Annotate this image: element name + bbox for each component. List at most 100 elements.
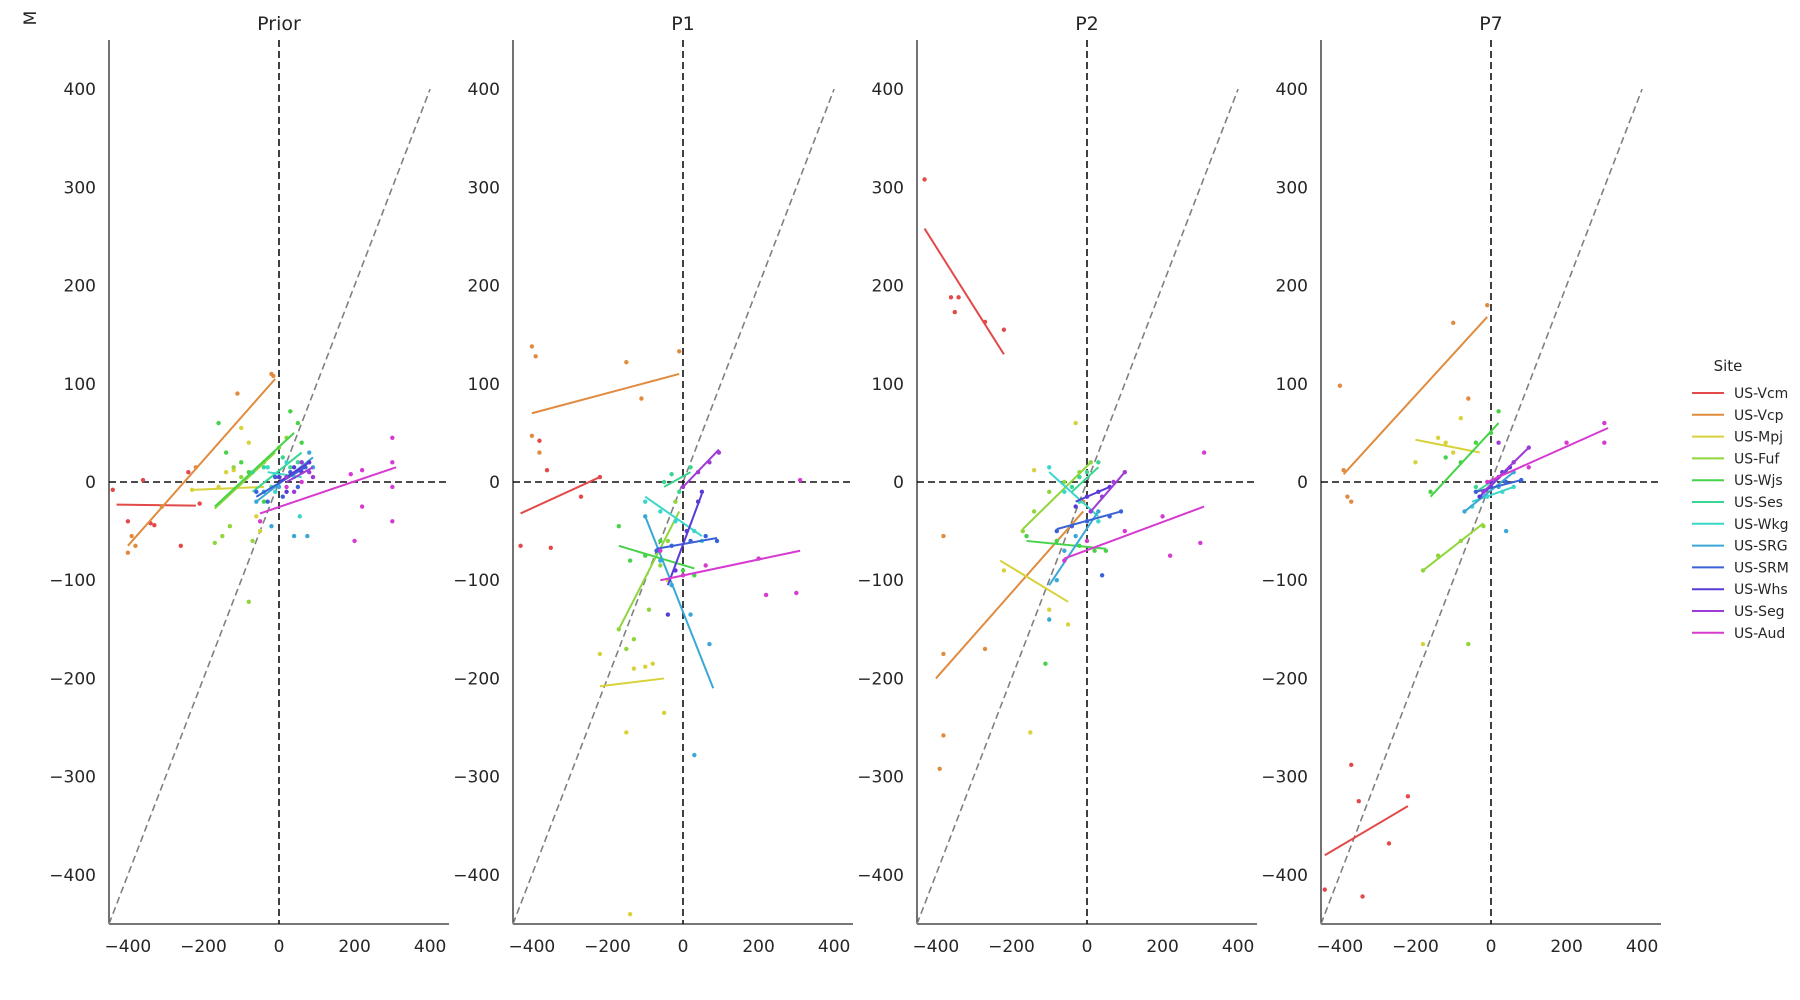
data-point: [1062, 548, 1067, 553]
y-tick-label: −200: [1261, 669, 1308, 689]
series-us-wjs: [616, 524, 697, 578]
identity-line: [916, 88, 1239, 925]
data-point: [284, 474, 289, 480]
series-us-wjs: [1428, 409, 1501, 498]
data-point: [273, 474, 278, 480]
y-tick-label: −100: [49, 571, 96, 591]
data-point: [1322, 887, 1327, 892]
legend-item: US-Vcp: [1692, 408, 1784, 424]
legend-item: US-Wjs: [1692, 473, 1783, 489]
data-point: [537, 450, 542, 455]
legend-label: US-Vcp: [1734, 408, 1784, 424]
data-point: [643, 664, 648, 669]
data-point: [1073, 420, 1078, 426]
series-us-srm: [254, 465, 308, 504]
legend-label: US-SRM: [1734, 560, 1789, 576]
data-point: [639, 396, 644, 401]
data-point: [1443, 440, 1448, 445]
data-point: [288, 409, 293, 414]
data-point: [212, 540, 217, 546]
y-tick-label: −100: [453, 571, 500, 591]
data-point: [680, 568, 686, 573]
y-tick-label: −200: [453, 669, 500, 689]
x-tick-label: 200: [338, 937, 370, 957]
panels: Prior −400 −300 −200 −100 0 100 200 300 400 −400 −2…: [49, 13, 1661, 957]
data-point: [125, 519, 131, 524]
series-us-wjs: [214, 409, 304, 508]
data-point: [1564, 440, 1569, 445]
data-point: [125, 550, 131, 555]
data-point: [624, 730, 629, 735]
series-us-vcm: [518, 438, 603, 551]
x-tick-label: 200: [742, 937, 774, 957]
series-us-ses: [1069, 460, 1101, 493]
regression-line: [1429, 422, 1500, 498]
x-tick-label: 0: [274, 937, 285, 957]
data-point: [1451, 450, 1456, 455]
data-point: [1054, 538, 1059, 544]
series-us-vcp: [935, 499, 1086, 772]
y-tick-label: 200: [64, 277, 96, 297]
data-point: [1047, 489, 1052, 495]
data-point: [631, 636, 637, 642]
data-point: [654, 548, 659, 553]
data-point: [624, 646, 629, 652]
data-point: [110, 487, 115, 493]
data-point: [299, 440, 304, 445]
data-point: [1084, 538, 1090, 544]
legend-item: US-Mpj: [1692, 430, 1783, 446]
series-us-seg: [1088, 469, 1127, 514]
series-us-vcp: [1337, 303, 1490, 504]
data-point: [703, 563, 708, 568]
data-point: [390, 519, 395, 524]
y-tick-label: 200: [468, 277, 500, 297]
data-point: [235, 391, 240, 396]
regression-line: [923, 228, 1005, 355]
data-point: [261, 465, 267, 470]
panel-prior: Prior −400 −300 −200 −100 0 100 200 300 400 −400 −2…: [49, 13, 449, 957]
panel-title: P2: [1075, 13, 1099, 35]
regression-line: [1022, 461, 1092, 530]
data-point: [1496, 440, 1501, 445]
legend-item: US-Fuf: [1692, 451, 1780, 467]
data-point: [257, 528, 263, 534]
data-point: [1069, 484, 1075, 490]
data-point: [1473, 484, 1479, 490]
legend-item: US-SRG: [1692, 539, 1788, 555]
series-us-mpj: [597, 578, 671, 917]
data-point: [922, 177, 927, 182]
data-point: [1031, 468, 1037, 473]
data-point: [390, 484, 395, 490]
y-tick-label: −400: [1261, 866, 1308, 886]
data-point: [239, 425, 244, 431]
y-tick-label: 200: [1276, 277, 1308, 297]
data-point: [246, 440, 251, 445]
y-tick-label: −100: [1261, 571, 1308, 591]
data-point: [1345, 494, 1350, 499]
data-point: [1062, 489, 1067, 495]
data-point: [1356, 799, 1361, 804]
y-tick-label: −300: [453, 768, 500, 788]
data-point: [390, 435, 395, 440]
regression-line: [1324, 805, 1409, 857]
regression-line: [214, 432, 295, 508]
data-point: [537, 438, 542, 443]
data-point: [688, 465, 693, 470]
data-point: [658, 538, 663, 544]
regression-line: [935, 510, 1084, 680]
x-tick-label: 0: [1082, 937, 1093, 957]
regression-line: [127, 378, 276, 547]
series-us-srg: [1047, 509, 1101, 622]
panel-title: Prior: [257, 13, 301, 35]
data-point: [1099, 573, 1105, 578]
series-us-fuf: [1020, 460, 1093, 534]
y-tick-label: 300: [64, 178, 96, 198]
regression-line: [618, 544, 695, 570]
regression-line: [617, 511, 681, 630]
data-point: [1458, 415, 1463, 421]
y-tick-label: −400: [49, 866, 96, 886]
y-tick-label: −300: [49, 768, 96, 788]
legend-title: Site: [1714, 357, 1743, 375]
y-tick-label: 400: [468, 80, 500, 100]
data-point: [359, 468, 365, 473]
